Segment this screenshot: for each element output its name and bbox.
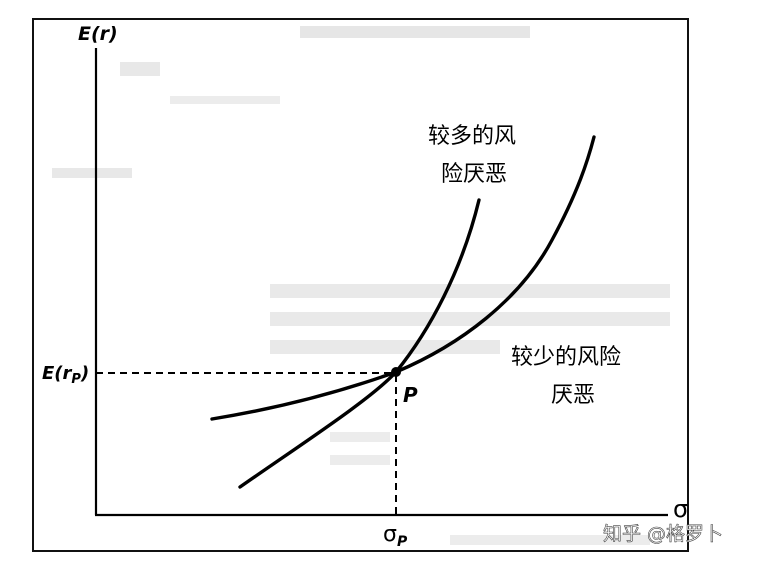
watermark-text: 知乎 @格罗卜 [603,523,723,545]
less-risk-averse-curve [210,135,596,421]
figure-frame [32,18,689,552]
less-risk-averse-label-line2: 厌恶 [551,383,595,408]
less-risk-averse-label-line1: 较少的风险 [511,345,621,370]
y-axis-label: E(r) [78,23,118,45]
y-marker-main: E(r [42,363,73,384]
tangency-point-label: P [403,383,418,407]
x-marker-label: σP [383,522,408,550]
bleed-through-texture [52,26,670,545]
y-marker-label: E(rP) [42,363,89,387]
y-marker-sub: P [71,372,81,387]
y-marker-close: ) [80,363,89,384]
more-risk-averse-label-line2: 险厌恶 [441,162,507,187]
x-marker-main: σ [383,522,397,547]
x-marker-sub: P [397,534,408,550]
x-axis-label: σ [673,495,688,523]
more-risk-averse-label-line1: 较多的风 [428,124,516,149]
tangency-point [391,367,401,377]
